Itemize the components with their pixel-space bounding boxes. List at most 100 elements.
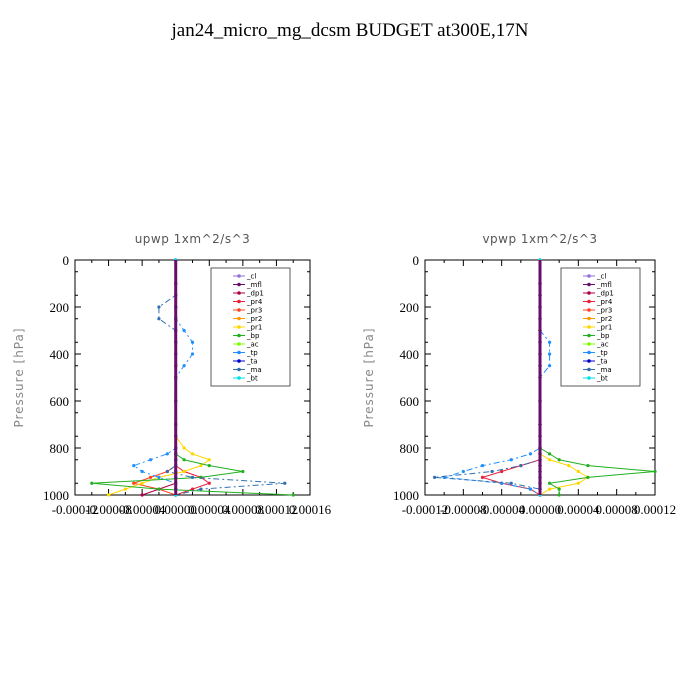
x-tick-label: -0.00004 <box>119 502 166 517</box>
data-point <box>165 469 169 474</box>
legend-marker <box>237 367 241 372</box>
legend-marker <box>237 325 241 329</box>
y-tick-label: 400 <box>50 347 70 362</box>
x-tick-label: -0.00008 <box>440 502 487 517</box>
data-point <box>148 458 153 462</box>
x-tick-label: 0.00008 <box>596 502 638 517</box>
legend-entry-dp1: _dp1 <box>596 290 614 298</box>
y-tick-label: 400 <box>400 347 420 362</box>
x-tick-label: 0.00000 <box>155 502 197 517</box>
data-point <box>199 487 203 491</box>
data-point <box>576 481 580 485</box>
x-tick-label: 0.00008 <box>222 502 264 517</box>
data-point <box>182 458 186 462</box>
legend-marker <box>237 274 241 278</box>
legend-entry-pr1: _pr1 <box>246 324 262 332</box>
data-point <box>576 469 580 474</box>
legend-entry-pr2: _pr2 <box>246 315 262 323</box>
series-line-ma <box>434 260 541 495</box>
legend-entry-pr3: _pr3 <box>596 307 612 315</box>
data-point <box>547 481 552 485</box>
data-point <box>241 469 245 474</box>
data-point <box>480 475 485 479</box>
page-title: jan24_micro_mg_dcsm BUDGET at300E,17N <box>171 20 529 41</box>
y-tick-label: 200 <box>50 300 70 315</box>
legend-marker <box>587 299 591 304</box>
data-point <box>182 446 186 450</box>
data-point <box>547 458 552 462</box>
data-point <box>432 475 437 479</box>
legend-marker <box>587 308 591 312</box>
data-point <box>291 493 295 497</box>
legend-entry-cl: _cl <box>596 273 606 281</box>
data-point <box>199 464 203 468</box>
data-point <box>528 452 533 456</box>
data-point <box>157 475 161 479</box>
legend-marker <box>587 282 591 287</box>
data-point <box>182 469 186 474</box>
legend-marker <box>237 282 241 287</box>
data-point <box>557 458 561 462</box>
data-point <box>190 352 195 356</box>
legend-marker <box>237 291 241 295</box>
legend-marker <box>587 376 591 380</box>
legend-marker <box>587 316 591 321</box>
data-point <box>190 452 195 456</box>
x-tick-label: 0.00012 <box>255 502 297 517</box>
data-point <box>519 464 523 468</box>
data-point <box>207 458 211 462</box>
data-point <box>182 328 186 333</box>
x-tick-label: -0.00012 <box>52 502 99 517</box>
legend-marker <box>587 342 591 346</box>
upwp-panel: upwp 1xm^2/s^3 Pressure [hPa] 0 200 400 600 80… <box>12 232 332 517</box>
data-point <box>509 481 513 485</box>
data-point <box>148 475 153 479</box>
legend-box <box>560 267 641 387</box>
legend-entry-bt: _bt <box>596 375 608 383</box>
data-point <box>157 317 161 321</box>
y-axis-label: Pressure [hPa] <box>362 327 376 427</box>
data-point <box>547 364 552 368</box>
data-point <box>557 493 561 497</box>
legend-marker <box>237 333 241 338</box>
legend-entry-tp: _tp <box>246 349 258 357</box>
data-point <box>490 469 494 474</box>
y-tick-label: 1000 <box>43 488 69 503</box>
legend-entry-ta: _ta <box>246 358 258 366</box>
data-point <box>509 458 513 462</box>
data-point <box>190 487 195 491</box>
legend-entry-pr1: _pr1 <box>596 324 612 332</box>
data-point <box>190 475 195 479</box>
y-tick-label: 600 <box>400 394 420 409</box>
y-tick-label: 0 <box>413 253 420 268</box>
legend-marker <box>587 291 591 295</box>
legend-marker <box>237 376 241 380</box>
legend-entry-ma: _ma <box>596 366 612 374</box>
data-point <box>480 464 485 468</box>
legend-marker <box>237 316 241 321</box>
data-point <box>157 305 161 309</box>
y-tick-label: 600 <box>50 394 70 409</box>
legend-entry-ac: _ac <box>596 341 609 349</box>
data-point <box>90 481 94 485</box>
data-point <box>500 469 504 474</box>
data-point <box>140 469 144 474</box>
legend-marker <box>587 367 591 372</box>
data-point <box>140 493 144 497</box>
data-point <box>207 481 211 485</box>
legend-marker <box>237 359 241 363</box>
data-point <box>586 464 590 468</box>
data-point <box>547 452 552 456</box>
data-point <box>557 487 561 491</box>
data-point <box>123 487 127 491</box>
legend-marker <box>237 350 241 355</box>
series-line-dp1 <box>141 260 177 496</box>
data-point <box>165 452 169 456</box>
data-point <box>207 464 211 468</box>
panel-title: vpwp 1xm^2/s^3 <box>482 232 597 246</box>
legend-marker <box>587 359 591 363</box>
x-tick-label: 0.00004 <box>557 502 600 517</box>
legend-marker <box>587 350 591 355</box>
x-tick-label: 0.00016 <box>289 502 332 517</box>
